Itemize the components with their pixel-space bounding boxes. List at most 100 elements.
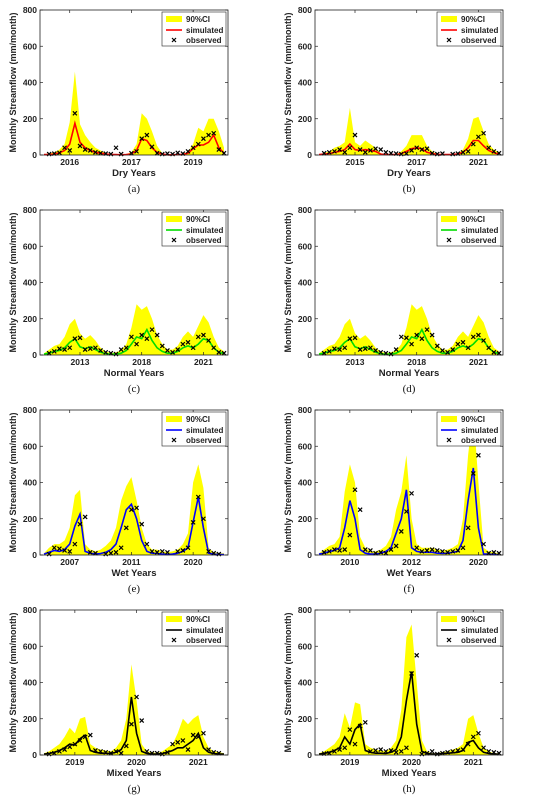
observed-point xyxy=(476,134,481,140)
observed-point xyxy=(424,548,430,553)
observed-point xyxy=(460,149,466,155)
observed-point xyxy=(93,345,98,351)
legend-ci-label: 90%CI xyxy=(461,215,485,224)
observed-point xyxy=(87,732,93,738)
observed-point xyxy=(470,734,476,740)
observed-point xyxy=(373,146,378,152)
observed-point xyxy=(409,341,414,347)
x-tick-label: 2018 xyxy=(407,357,426,367)
observed-point xyxy=(460,747,466,752)
observed-point xyxy=(393,347,399,352)
observed-point xyxy=(98,348,103,353)
observed-point xyxy=(51,348,57,354)
panel-label: (d) xyxy=(403,383,416,395)
observed-point xyxy=(414,545,420,551)
observed-point xyxy=(57,150,62,156)
observed-point xyxy=(175,548,181,554)
observed-point xyxy=(481,745,486,751)
observed-point xyxy=(419,147,425,152)
observed-point xyxy=(72,541,78,547)
observed-point xyxy=(419,336,425,342)
y-tick-label: 800 xyxy=(298,405,312,415)
observed-point xyxy=(190,145,196,151)
observed-point xyxy=(149,750,155,756)
observed-point xyxy=(57,346,62,352)
legend-ci-swatch xyxy=(166,416,182,422)
observed-point xyxy=(211,749,217,755)
ci-band xyxy=(319,304,499,355)
observed-point xyxy=(72,741,78,747)
y-tick-label: 0 xyxy=(32,150,37,160)
observed-point xyxy=(383,748,389,754)
observed-point xyxy=(445,349,450,355)
observed-point xyxy=(398,151,404,157)
observed-point xyxy=(388,150,394,156)
observed-point xyxy=(424,146,430,152)
observed-point xyxy=(326,548,332,554)
legend-observed-swatch xyxy=(446,237,452,243)
legend-observed-label: observed xyxy=(461,36,497,45)
chart-panel-d: 0 200 400 600 800 2013 2018 2021 Normal Years Mon… xyxy=(283,205,504,395)
legend-simulated-label: simulated xyxy=(186,26,223,35)
observed-point xyxy=(211,550,217,556)
legend-observed-swatch xyxy=(446,437,452,443)
x-tick-label: 2021 xyxy=(189,757,208,767)
observed-point xyxy=(144,748,150,754)
observed-point xyxy=(51,750,57,756)
legend-ci-label: 90%CI xyxy=(186,215,210,224)
observed-point xyxy=(62,145,67,151)
observed-point xyxy=(440,750,445,756)
observed-point xyxy=(67,548,73,554)
legend-ci-swatch xyxy=(166,16,182,22)
observed-point xyxy=(337,747,342,752)
observed-point xyxy=(206,548,211,554)
observed-point xyxy=(190,732,196,738)
y-tick-label: 600 xyxy=(23,441,37,451)
observed-point xyxy=(491,349,497,355)
y-tick-label: 600 xyxy=(298,241,312,251)
observed-point xyxy=(185,747,191,752)
observed-point xyxy=(57,748,62,754)
observed-point xyxy=(123,743,129,749)
observed-point xyxy=(486,550,492,556)
y-axis-label: Monthly Streamflow (mm/month) xyxy=(283,213,293,353)
observed-point xyxy=(476,332,481,338)
legend-ci-label: 90%CI xyxy=(186,615,210,624)
legend-ci-swatch xyxy=(441,616,457,622)
observed-point xyxy=(77,521,83,527)
observed-point xyxy=(72,110,78,116)
observed-point xyxy=(221,150,227,156)
observed-point xyxy=(154,549,160,555)
x-tick-label: 2012 xyxy=(402,557,421,567)
y-tick-label: 200 xyxy=(23,314,37,324)
observed-point xyxy=(87,346,93,352)
observed-point xyxy=(465,345,471,351)
observed-point xyxy=(332,547,337,552)
y-tick-label: 400 xyxy=(298,478,312,488)
legend-simulated-label: simulated xyxy=(461,26,498,35)
y-tick-label: 400 xyxy=(298,278,312,288)
observed-point xyxy=(195,734,201,740)
observed-point xyxy=(326,348,332,354)
y-tick-label: 400 xyxy=(23,478,37,488)
observed-point xyxy=(383,149,389,155)
x-tick-label: 2013 xyxy=(346,357,365,367)
observed-point xyxy=(139,718,145,723)
y-tick-label: 200 xyxy=(298,314,312,324)
x-tick-label: 2020 xyxy=(469,557,488,567)
observed-point xyxy=(108,151,114,157)
legend-observed-swatch xyxy=(171,237,177,243)
x-tick-label: 2017 xyxy=(122,157,141,167)
x-axis-label: Mixed Years xyxy=(382,768,437,779)
panel-label: (g) xyxy=(128,783,141,795)
x-axis-label: Dry Years xyxy=(387,168,431,179)
y-tick-label: 600 xyxy=(23,241,37,251)
observed-point xyxy=(154,750,160,756)
observed-point xyxy=(149,327,155,333)
observed-point xyxy=(82,347,88,352)
observed-point xyxy=(77,738,83,743)
observed-point xyxy=(139,136,145,142)
